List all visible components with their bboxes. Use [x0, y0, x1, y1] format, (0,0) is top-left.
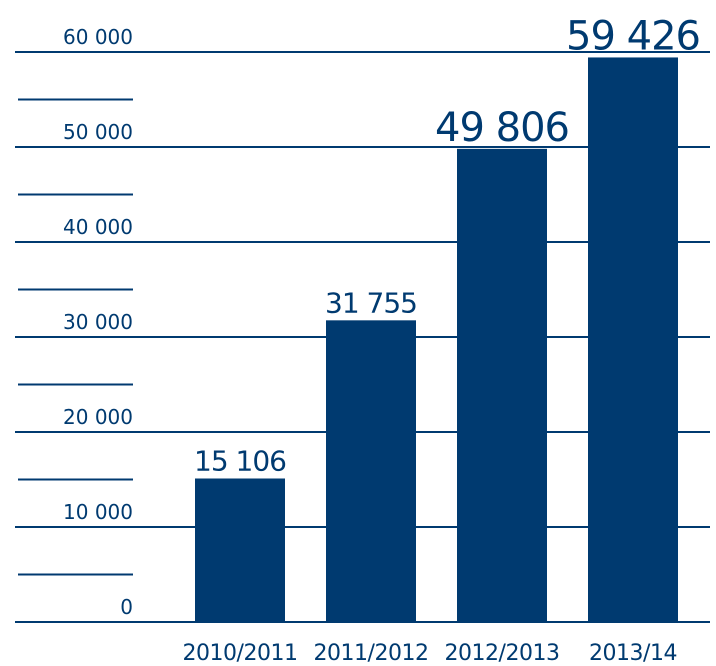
y-tick-label: 60 000	[63, 25, 133, 49]
x-tick-label: 2013/14	[589, 641, 677, 666]
y-tick-label: 0	[120, 595, 133, 619]
x-tick-label: 2012/2013	[445, 641, 560, 666]
value-label: 49 806	[435, 105, 569, 151]
bar	[326, 320, 416, 622]
x-tick-label: 2010/2011	[183, 641, 298, 666]
y-tick-label: 20 000	[63, 405, 133, 429]
value-label: 59 426	[566, 13, 700, 59]
y-tick-label: 30 000	[63, 310, 133, 334]
value-label: 31 755	[325, 286, 417, 319]
y-tick-label: 50 000	[63, 120, 133, 144]
y-tick-label: 40 000	[63, 215, 133, 239]
bar	[588, 57, 678, 622]
x-tick-label: 2011/2012	[314, 641, 429, 666]
bar	[195, 478, 285, 622]
y-tick-label: 10 000	[63, 500, 133, 524]
value-label: 15 106	[194, 444, 286, 477]
bar	[457, 148, 547, 622]
